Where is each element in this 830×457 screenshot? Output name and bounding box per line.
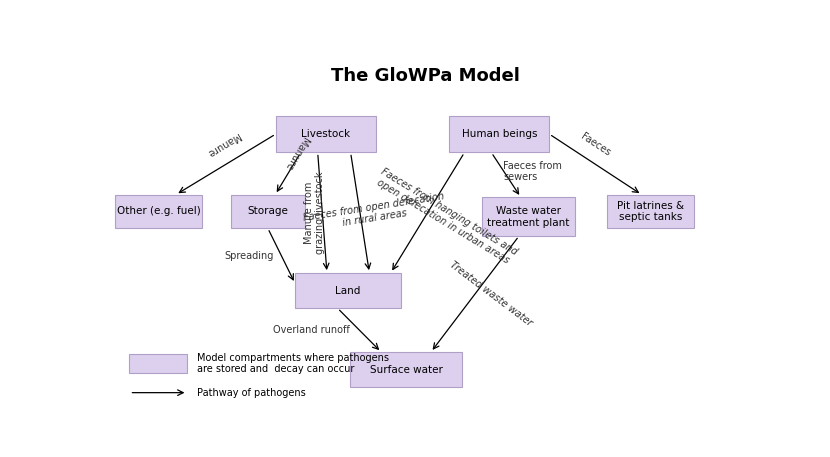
Text: Waste water
treatment plant: Waste water treatment plant (487, 206, 569, 228)
Text: Faeces: Faeces (579, 131, 613, 158)
FancyBboxPatch shape (450, 116, 549, 153)
Text: Faeces from open defecation
in rural areas: Faeces from open defecation in rural are… (302, 191, 447, 234)
Text: Land: Land (335, 286, 361, 296)
Text: Spreading: Spreading (224, 251, 274, 261)
FancyBboxPatch shape (115, 195, 202, 228)
Text: Manure from
grazing livestock: Manure from grazing livestock (304, 171, 325, 254)
FancyBboxPatch shape (349, 352, 462, 388)
Text: Manure: Manure (282, 135, 310, 172)
Text: Storage: Storage (247, 207, 288, 217)
Text: Manure: Manure (204, 130, 241, 158)
Text: Other (e.g. fuel): Other (e.g. fuel) (116, 207, 200, 217)
Text: Faeces from
sewers: Faeces from sewers (503, 160, 562, 182)
Text: Treated waste water: Treated waste water (448, 260, 535, 329)
FancyBboxPatch shape (129, 354, 188, 373)
Text: Human beings: Human beings (461, 129, 537, 139)
Text: Pit latrines &
septic tanks: Pit latrines & septic tanks (617, 201, 684, 222)
Text: Surface water: Surface water (369, 365, 442, 375)
FancyBboxPatch shape (295, 273, 401, 308)
FancyBboxPatch shape (481, 197, 575, 236)
Text: Pathway of pathogens: Pathway of pathogens (197, 388, 305, 398)
FancyBboxPatch shape (276, 116, 375, 153)
Text: Overland runoff: Overland runoff (273, 325, 349, 335)
Text: Model compartments where pathogens
are stored and  decay can occur: Model compartments where pathogens are s… (197, 353, 389, 374)
Text: The GloWPa Model: The GloWPa Model (331, 67, 520, 85)
FancyBboxPatch shape (607, 195, 694, 228)
Text: Faeces from hanging toilets and
open defecation in urban areas: Faeces from hanging toilets and open def… (373, 166, 519, 266)
Text: Livestock: Livestock (301, 129, 350, 139)
FancyBboxPatch shape (231, 195, 305, 228)
